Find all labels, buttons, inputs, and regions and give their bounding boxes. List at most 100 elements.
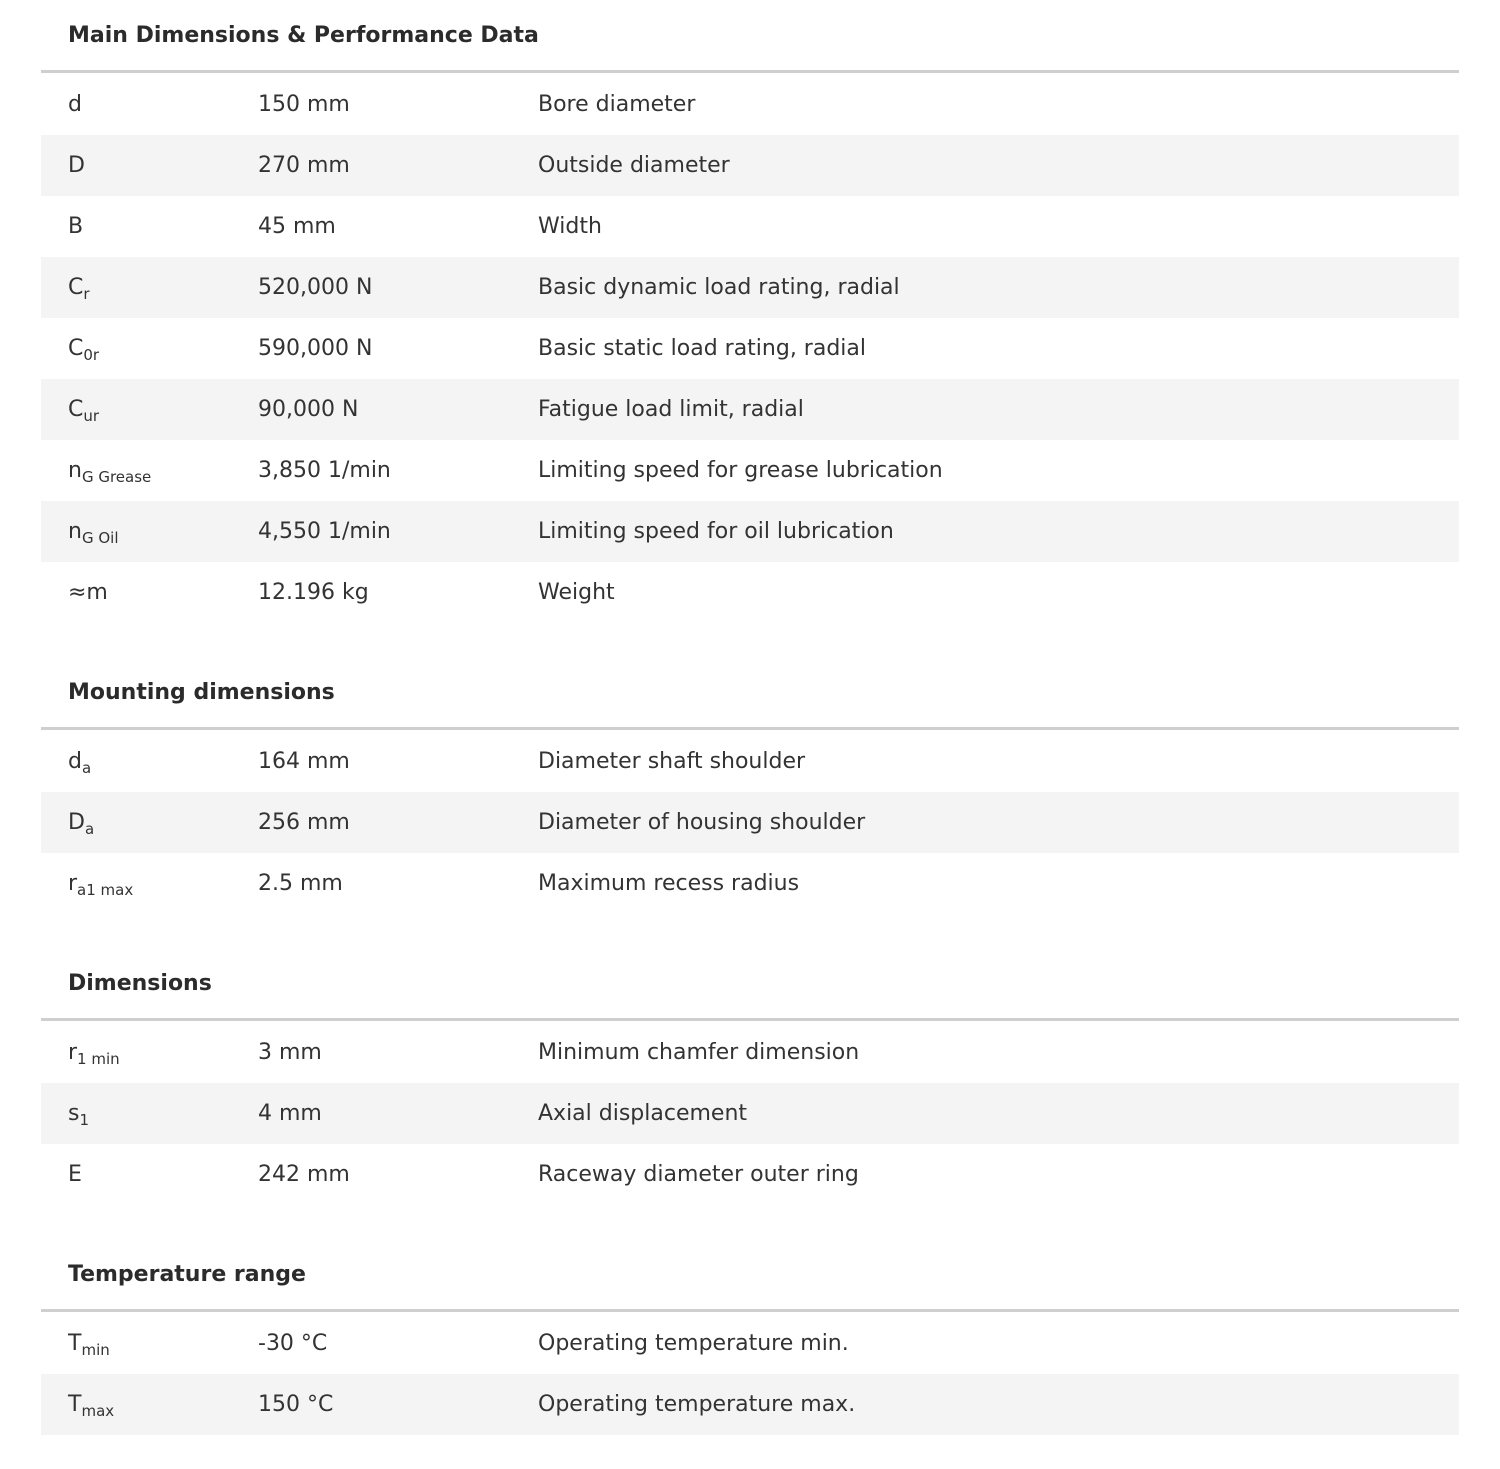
symbol: d — [68, 92, 82, 117]
spec-section: Main Dimensions & Performance Data d 150… — [41, 0, 1459, 623]
table-row: E 242 mm Raceway diameter outer ring — [41, 1144, 1459, 1205]
symbol-cell: nG Oil — [41, 519, 258, 547]
spec-table: da 164 mm Diameter shaft shoulder Da 256… — [41, 731, 1459, 914]
symbol-cell: Tmax — [41, 1392, 258, 1420]
table-row: Da 256 mm Diameter of housing shoulder — [41, 792, 1459, 853]
description-cell: Width — [538, 214, 602, 239]
table-row: B 45 mm Width — [41, 196, 1459, 257]
table-row: Cr 520,000 N Basic dynamic load rating, … — [41, 257, 1459, 318]
symbol-cell: ≈m — [41, 580, 258, 605]
symbol-cell: s1 — [41, 1101, 258, 1129]
spec-table: r1 min 3 mm Minimum chamfer dimension s1… — [41, 1022, 1459, 1205]
symbol-subscript: 1 — [79, 1111, 90, 1129]
table-row: D 270 mm Outside diameter — [41, 135, 1459, 196]
symbol-subscript: min — [81, 1341, 110, 1359]
value-cell: 4,550 1/min — [258, 519, 391, 544]
symbol-cell: B — [41, 214, 258, 239]
table-row: nG Grease 3,850 1/min Limiting speed for… — [41, 440, 1459, 501]
symbol-subscript: max — [81, 1402, 115, 1420]
value-cell: 150 mm — [258, 92, 350, 117]
symbol-cell: r1 min — [41, 1040, 258, 1068]
divider — [41, 70, 1459, 73]
description-cell: Basic static load rating, radial — [538, 336, 867, 361]
symbol-subscript: G Grease — [81, 468, 152, 486]
divider — [41, 727, 1459, 730]
symbol-cell: d — [41, 92, 258, 117]
symbol-subscript: a — [81, 759, 92, 777]
symbol: T — [68, 1331, 82, 1356]
value-cell: 3,850 1/min — [258, 458, 391, 483]
symbol-cell: C0r — [41, 336, 258, 364]
symbol: ≈m — [68, 580, 108, 605]
table-row: Tmax 150 °C Operating temperature max. — [41, 1374, 1459, 1435]
spec-section: Dimensions r1 min 3 mm Minimum chamfer d… — [41, 948, 1459, 1205]
spec-tables: Main Dimensions & Performance Data d 150… — [41, 0, 1459, 1469]
table-row: d 150 mm Bore diameter — [41, 74, 1459, 135]
table-row: nG Oil 4,550 1/min Limiting speed for oi… — [41, 501, 1459, 562]
symbol-cell: Cur — [41, 397, 258, 425]
value-cell: 164 mm — [258, 749, 350, 774]
value-cell: -30 °C — [258, 1331, 328, 1356]
symbol: D — [68, 810, 85, 835]
description-cell: Operating temperature min. — [538, 1331, 849, 1356]
value-cell: 520,000 N — [258, 275, 373, 300]
symbol: D — [68, 153, 85, 178]
section-title: Mounting dimensions — [68, 679, 335, 705]
description-cell: Fatigue load limit, radial — [538, 397, 804, 422]
description-cell: Outside diameter — [538, 153, 730, 178]
symbol: r — [68, 871, 78, 896]
symbol-subscript: 1 min — [77, 1050, 120, 1068]
description-cell: Diameter shaft shoulder — [538, 749, 806, 774]
symbol: C — [68, 397, 84, 422]
value-cell: 150 °C — [258, 1392, 334, 1417]
value-cell: 4 mm — [258, 1101, 322, 1126]
symbol-subscript: r — [83, 285, 90, 303]
section-title: Dimensions — [68, 970, 212, 996]
description-cell: Raceway diameter outer ring — [538, 1162, 859, 1187]
symbol: n — [68, 519, 82, 544]
symbol-cell: da — [41, 749, 258, 777]
symbol-subscript: 0r — [83, 346, 100, 364]
symbol-subscript: G Oil — [81, 529, 119, 547]
spec-section: Mounting dimensions da 164 mm Diameter s… — [41, 657, 1459, 914]
table-row: Cur 90,000 N Fatigue load limit, radial — [41, 379, 1459, 440]
symbol: s — [68, 1101, 80, 1126]
value-cell: 256 mm — [258, 810, 350, 835]
symbol: n — [68, 458, 82, 483]
table-row: Tmin -30 °C Operating temperature min. — [41, 1313, 1459, 1374]
symbol-cell: nG Grease — [41, 458, 258, 486]
table-row: ra1 max 2.5 mm Maximum recess radius — [41, 853, 1459, 914]
value-cell: 45 mm — [258, 214, 336, 239]
symbol: E — [68, 1162, 82, 1187]
symbol: d — [68, 749, 82, 774]
value-cell: 90,000 N — [258, 397, 359, 422]
section-title: Temperature range — [68, 1261, 306, 1287]
spec-table: Tmin -30 °C Operating temperature min. T… — [41, 1313, 1459, 1435]
symbol-cell: ra1 max — [41, 871, 258, 899]
description-cell: Diameter of housing shoulder — [538, 810, 866, 835]
table-row: s1 4 mm Axial displacement — [41, 1083, 1459, 1144]
spec-table: d 150 mm Bore diameter D 270 mm Outside … — [41, 74, 1459, 623]
value-cell: 270 mm — [258, 153, 350, 178]
symbol-cell: E — [41, 1162, 258, 1187]
value-cell: 590,000 N — [258, 336, 373, 361]
description-cell: Axial displacement — [538, 1101, 748, 1126]
table-row: ≈m 12.196 kg Weight — [41, 562, 1459, 623]
description-cell: Maximum recess radius — [538, 871, 800, 896]
symbol-subscript: a1 max — [77, 881, 134, 899]
divider — [41, 1309, 1459, 1312]
symbol-cell: Tmin — [41, 1331, 258, 1359]
symbol: r — [68, 1040, 78, 1065]
description-cell: Minimum chamfer dimension — [538, 1040, 860, 1065]
symbol-subscript: ur — [83, 407, 100, 425]
table-row: da 164 mm Diameter shaft shoulder — [41, 731, 1459, 792]
symbol-cell: D — [41, 153, 258, 178]
value-cell: 3 mm — [258, 1040, 322, 1065]
symbol: T — [68, 1392, 82, 1417]
description-cell: Basic dynamic load rating, radial — [538, 275, 900, 300]
divider — [41, 1018, 1459, 1021]
symbol: C — [68, 336, 84, 361]
section-title: Main Dimensions & Performance Data — [68, 22, 539, 48]
symbol: C — [68, 275, 84, 300]
table-row: r1 min 3 mm Minimum chamfer dimension — [41, 1022, 1459, 1083]
